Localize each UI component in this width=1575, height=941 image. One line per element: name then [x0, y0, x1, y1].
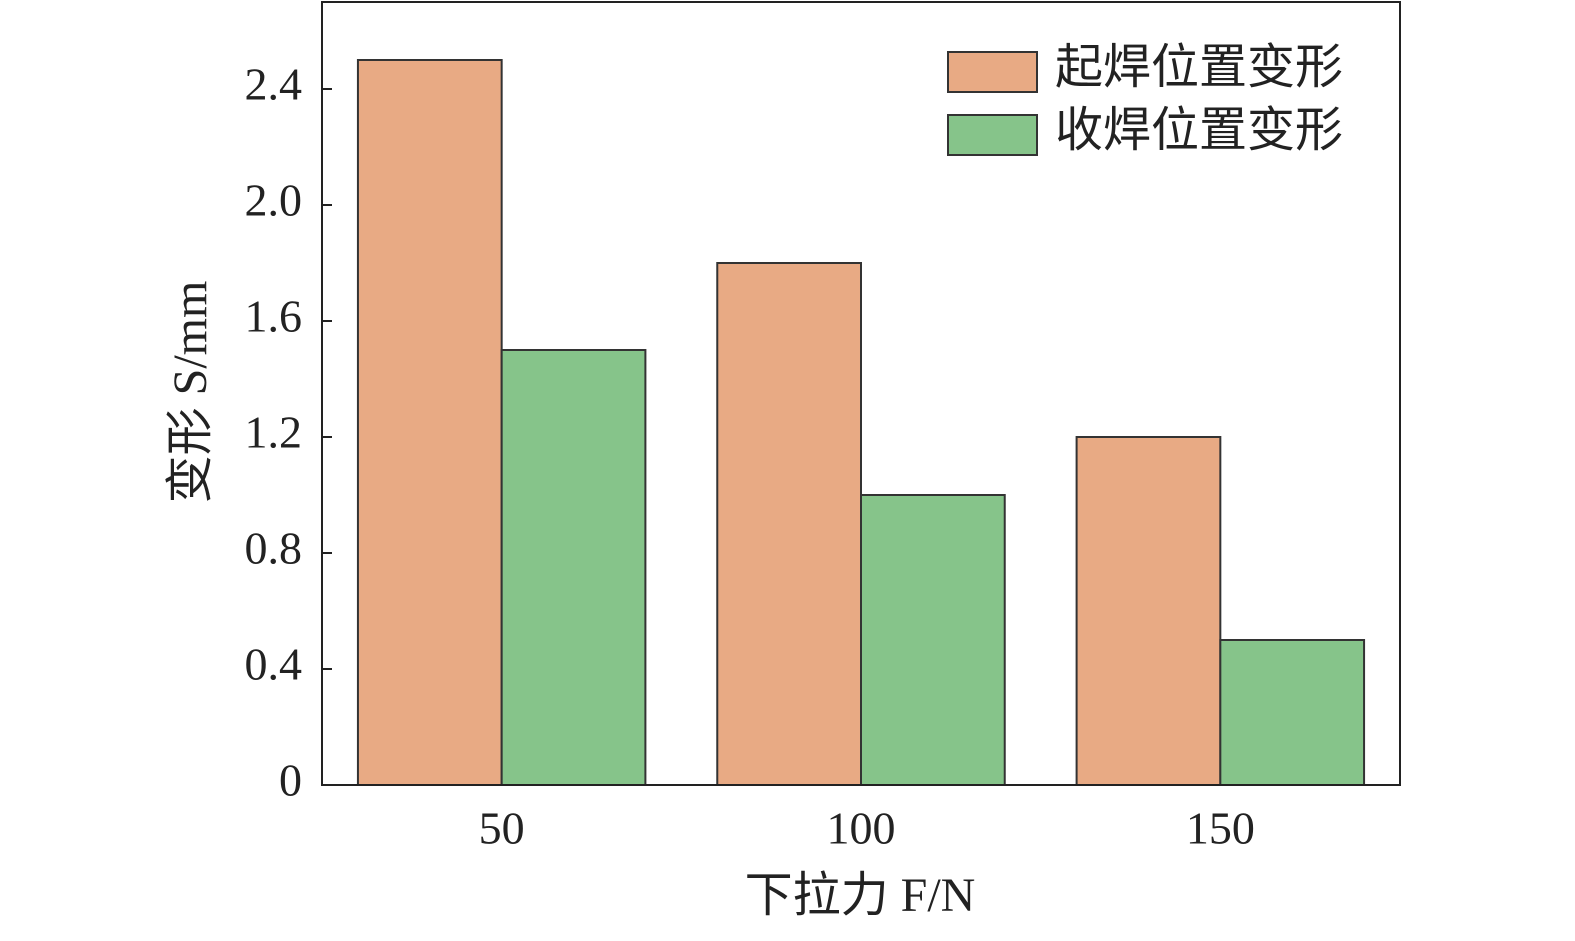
legend-label: 收焊位置变形 [1055, 104, 1343, 157]
y-tick-label: 1.2 [245, 407, 303, 458]
y-tick-label: 0.8 [245, 523, 303, 574]
bar [1075, 436, 1222, 786]
x-tick-label: 50 [479, 803, 525, 854]
y-tick-label: 0 [279, 755, 302, 806]
x-axis-label: 下拉力 F/N [745, 869, 976, 922]
y-axis-label: 变形 S/mm [164, 281, 217, 504]
y-tick-label: 1.6 [245, 291, 303, 342]
bar [1219, 639, 1366, 786]
x-tick-label: 100 [827, 803, 896, 854]
legend-label: 起焊位置变形 [1055, 41, 1343, 94]
bar [356, 59, 503, 786]
y-tick-label: 2.4 [245, 59, 303, 110]
bar [716, 262, 862, 786]
bar [500, 349, 647, 786]
legend-swatch [947, 51, 1038, 93]
bar [860, 494, 1006, 786]
x-tick-label: 150 [1186, 803, 1255, 854]
y-tick-label: 2.0 [245, 175, 303, 226]
plot-frame [321, 1, 1401, 786]
legend-swatch [947, 114, 1038, 156]
y-tick-label: 0.4 [245, 639, 303, 690]
